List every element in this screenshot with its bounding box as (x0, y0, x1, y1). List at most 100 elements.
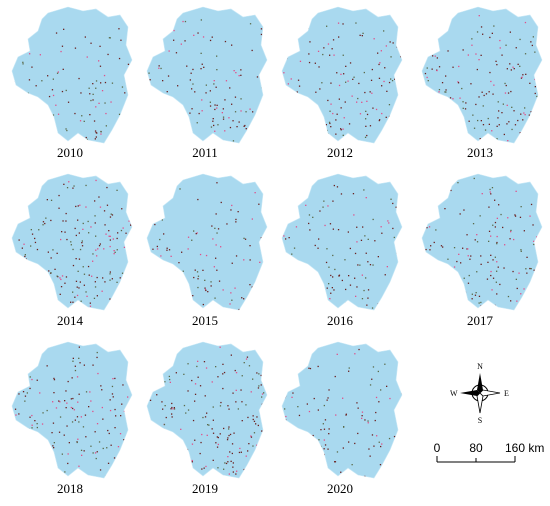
dot (235, 401, 237, 403)
dot (234, 111, 237, 113)
dot (67, 453, 69, 455)
dot (466, 134, 468, 136)
dot (298, 414, 301, 417)
dot (214, 130, 216, 132)
dot (511, 128, 513, 131)
dot (79, 204, 81, 206)
dot (237, 408, 239, 410)
dot (338, 275, 340, 277)
dot (525, 73, 527, 75)
dot (304, 268, 307, 270)
dot (97, 248, 99, 250)
dot (460, 139, 462, 141)
dot (14, 408, 17, 410)
dot (263, 392, 265, 394)
dot (15, 414, 17, 416)
dot (153, 276, 155, 278)
dot (330, 274, 332, 277)
year-label: 2014 (57, 313, 84, 328)
dot (205, 367, 208, 369)
dot (35, 435, 37, 438)
dot (166, 247, 168, 249)
dot (243, 362, 245, 364)
dot (492, 139, 494, 142)
dot (77, 270, 79, 272)
dot (488, 91, 490, 93)
dot (517, 63, 519, 65)
dot (516, 13, 518, 15)
dot (120, 39, 122, 41)
dot (225, 80, 228, 82)
dot (399, 363, 401, 365)
dot (506, 104, 508, 106)
dot (95, 249, 97, 251)
dot (296, 50, 298, 52)
dot (466, 234, 468, 236)
dot (14, 59, 16, 62)
province-shape (146, 173, 268, 311)
dot (378, 401, 380, 403)
dot (367, 289, 370, 291)
dot (424, 72, 427, 75)
dot (127, 357, 129, 359)
dot (173, 407, 175, 409)
dot (41, 80, 43, 82)
dot (88, 87, 90, 89)
dot (77, 401, 79, 403)
dot (96, 255, 98, 257)
dot (433, 100, 435, 102)
dot (95, 457, 97, 460)
dot (436, 23, 438, 25)
dot (445, 75, 447, 77)
dot (435, 229, 437, 231)
dot (314, 244, 316, 247)
dot (285, 463, 288, 465)
dot (469, 258, 471, 260)
dot (254, 124, 256, 127)
dot (324, 419, 327, 421)
dot (434, 12, 436, 14)
dot (423, 103, 425, 105)
dot (82, 266, 84, 268)
dot (92, 93, 94, 95)
dot (436, 69, 438, 72)
dot (48, 475, 50, 478)
dot (450, 105, 452, 107)
dot (258, 203, 260, 205)
dot (222, 118, 225, 120)
dot (536, 236, 538, 238)
dot (116, 189, 118, 191)
dot (91, 275, 93, 277)
dot (154, 223, 156, 226)
dot (366, 304, 368, 306)
dot (305, 436, 307, 438)
dot (251, 459, 253, 461)
dot (444, 208, 446, 210)
year-label: 2020 (327, 481, 353, 496)
dot (117, 134, 119, 136)
dot (173, 29, 175, 32)
dot (471, 298, 473, 300)
dot (378, 441, 380, 443)
dot (31, 424, 33, 426)
dot (305, 138, 307, 141)
dot (315, 107, 317, 109)
dot (394, 117, 396, 119)
dot (331, 48, 333, 50)
dot (121, 119, 124, 121)
dot (304, 296, 306, 299)
dot (49, 134, 52, 136)
dot (173, 434, 176, 436)
dot (217, 467, 219, 469)
dot (99, 469, 102, 471)
dot (518, 272, 520, 274)
dot (126, 137, 129, 140)
dot (482, 124, 485, 126)
dot (345, 413, 347, 415)
dot (38, 115, 40, 118)
dot (197, 32, 199, 34)
dot (76, 472, 78, 474)
dot (375, 108, 378, 111)
dot (478, 295, 481, 297)
dot (34, 237, 36, 240)
